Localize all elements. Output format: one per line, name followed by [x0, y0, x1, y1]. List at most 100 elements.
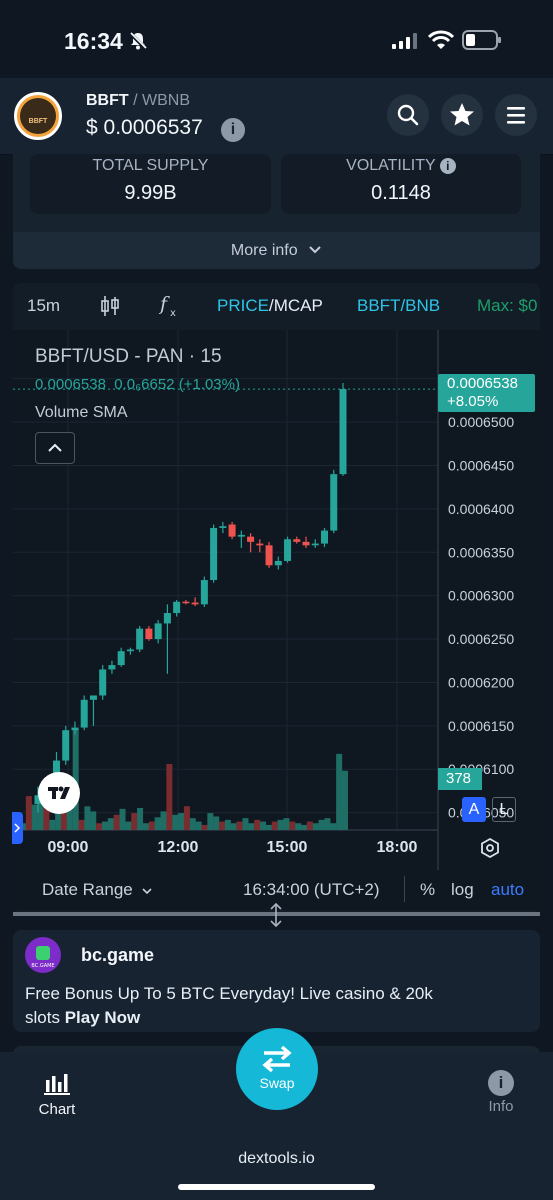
- volatility-value: 0.1148: [371, 182, 431, 204]
- tradingview-logo[interactable]: [38, 772, 80, 814]
- chart-settings-icon[interactable]: [478, 836, 502, 860]
- volume-bar: [312, 823, 319, 830]
- token-logo-art: [20, 98, 56, 134]
- price-axis-tick: 0.0006200: [448, 674, 514, 690]
- menu-button[interactable]: [495, 94, 537, 136]
- ad-banner[interactable]: [13, 930, 540, 1032]
- bar-chart-icon: [44, 1074, 70, 1095]
- mcap-option[interactable]: /MCAP: [268, 296, 323, 315]
- pair-quote-toggle[interactable]: BBFT/BNB: [357, 296, 441, 315]
- volume-bar: [84, 806, 91, 830]
- log-scale-toggle[interactable]: log: [451, 880, 474, 899]
- swap-arrows-icon: [260, 1044, 294, 1074]
- volume-bar: [154, 817, 161, 830]
- volume-bar: [66, 804, 73, 830]
- ad-text: Free Bonus Up To 5 BTC Everyday! Live ca…: [25, 982, 465, 1030]
- log-scale-button[interactable]: L: [492, 797, 516, 822]
- volatility-label: VOLATILITY i: [281, 157, 521, 175]
- price-axis-tick: 0.0006450: [448, 457, 514, 473]
- volume-bar: [78, 819, 85, 830]
- candle-body: [126, 649, 134, 652]
- candle-body: [210, 527, 218, 581]
- resize-arrows-icon[interactable]: [268, 902, 284, 928]
- candle-body: [182, 601, 190, 604]
- chart-title: BBFT/USD - PAN · 15: [35, 346, 222, 367]
- interval-selector[interactable]: 15m: [27, 296, 61, 315]
- price-option[interactable]: PRICE: [217, 296, 269, 315]
- date-range-button[interactable]: Date Range: [42, 880, 153, 900]
- star-icon: [450, 103, 474, 126]
- price-info-icon[interactable]: i: [221, 118, 245, 142]
- hamburger-icon: [507, 107, 525, 124]
- svg-text:f: f: [158, 293, 170, 315]
- volume-bar: [201, 824, 208, 830]
- volatility-info-icon[interactable]: i: [439, 158, 456, 174]
- favorite-button[interactable]: [441, 94, 483, 136]
- time-axis-tick: 15:00: [267, 839, 308, 856]
- total-supply-value: 9.99B: [124, 182, 177, 204]
- swap-label: Swap: [259, 1075, 295, 1091]
- volume-bar: [160, 811, 167, 830]
- price-mcap-toggle[interactable]: PRICE/MCAP: [217, 296, 323, 316]
- chart-canvas[interactable]: [13, 330, 540, 910]
- side-drawer-handle[interactable]: [12, 812, 23, 844]
- volume-bar: [72, 728, 79, 830]
- candle-body: [145, 628, 153, 640]
- url-label[interactable]: dextools.io: [238, 1150, 315, 1167]
- volume-bar: [37, 797, 44, 830]
- legend-change: 0.0₆6652 (+1.03%): [114, 376, 240, 393]
- auto-scale-toggle[interactable]: auto: [491, 880, 525, 899]
- volume-bar: [207, 813, 214, 830]
- volume-bar: [324, 818, 331, 830]
- signal-icon: [392, 33, 418, 49]
- nav-info[interactable]: i Info: [474, 1070, 528, 1115]
- volume-bar: [230, 823, 237, 830]
- axis-divider: [404, 876, 405, 902]
- base-symbol: BBFT: [86, 92, 129, 109]
- token-price: $ 0.0006537: [86, 116, 203, 139]
- volume-bar: [96, 823, 103, 830]
- candlestick-chart[interactable]: 0.00065500.00065000.00064500.00064000.00…: [13, 330, 540, 870]
- volume-bar: [248, 823, 255, 830]
- volume-bar: [183, 806, 190, 830]
- chart-clock: 16:34:00 (UTC+2): [243, 880, 380, 899]
- bcgame-icon: BC.GAME: [31, 946, 55, 969]
- volume-bar: [55, 800, 62, 830]
- volume-bar: [236, 821, 243, 830]
- ad-body: Free Bonus Up To 5 BTC Everyday! Live ca…: [25, 984, 433, 1027]
- candle-body: [200, 580, 208, 605]
- more-info-label: More info: [13, 242, 540, 260]
- candle-body: [80, 699, 88, 728]
- candle-body: [237, 534, 245, 537]
- swap-button[interactable]: [236, 1028, 318, 1110]
- token-logo-text: BBFT: [28, 118, 48, 125]
- candle-body: [339, 389, 347, 475]
- more-info-button[interactable]: [13, 232, 540, 269]
- price-axis-tick: 0.0006250: [448, 631, 514, 647]
- pair-name[interactable]: BBFT / WBNB: [86, 92, 190, 110]
- price-axis-tick: 0.0006300: [448, 588, 514, 604]
- time-axis-tick: 18:00: [377, 839, 418, 856]
- home-indicator[interactable]: [178, 1184, 375, 1190]
- candle-body: [302, 541, 310, 546]
- candle-body: [89, 695, 97, 700]
- max-supply-label: Max: $0: [477, 296, 538, 315]
- candle-body: [219, 526, 227, 528]
- candle-type-icon[interactable]: [98, 294, 122, 318]
- chevron-down-icon: [142, 888, 153, 895]
- collapse-legend-button[interactable]: [35, 432, 75, 464]
- ad-logo-text: BC.GAME: [31, 963, 54, 969]
- volume-bar: [224, 819, 231, 830]
- battery-icon: [462, 30, 502, 50]
- candle-body: [71, 727, 79, 731]
- search-button[interactable]: [387, 94, 429, 136]
- ad-cta[interactable]: Play Now: [64, 1008, 141, 1027]
- percent-scale-button[interactable]: %: [420, 880, 436, 899]
- auto-scale-button[interactable]: A: [462, 797, 486, 822]
- volume-bar: [271, 821, 278, 830]
- nav-chart[interactable]: Chart: [30, 1070, 84, 1118]
- candle-body: [330, 474, 338, 531]
- ad-logo: BC.GAME: [25, 937, 61, 973]
- volume-bar: [142, 823, 149, 830]
